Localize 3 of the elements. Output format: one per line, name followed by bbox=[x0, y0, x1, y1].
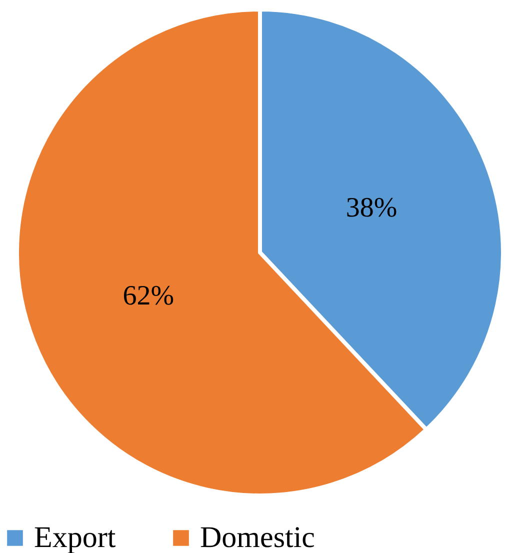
legend-label: Domestic bbox=[200, 521, 315, 553]
data-label: 38% bbox=[346, 192, 398, 224]
data-label: 62% bbox=[122, 280, 174, 312]
